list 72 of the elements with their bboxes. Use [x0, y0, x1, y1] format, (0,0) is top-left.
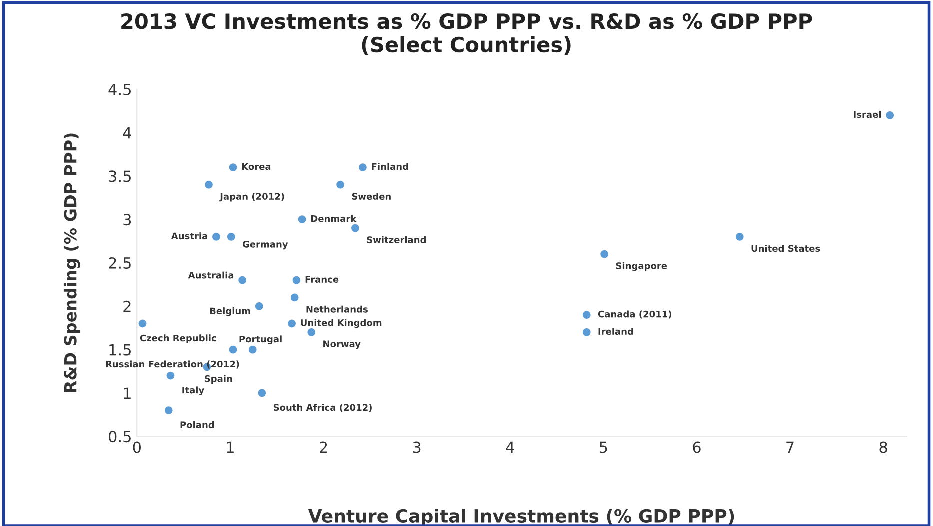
x-tick-label: 3: [413, 442, 421, 454]
y-axis-title: R&D Spending (% GDP PPP): [64, 134, 80, 392]
y-tick-label: 2: [124, 300, 131, 312]
annotation: Japan (2012): [220, 193, 284, 202]
point: [229, 164, 238, 172]
point: [298, 216, 306, 224]
y-tick-label: 0.5: [109, 431, 131, 443]
x-tick-label: 8: [880, 442, 888, 454]
point: [205, 180, 213, 189]
point: [290, 294, 299, 302]
annotation: Switzerland: [367, 236, 426, 244]
annotation: Italy: [182, 386, 204, 396]
annotation: Poland: [180, 421, 214, 428]
annotation: Denmark: [311, 215, 357, 222]
annotation: United States: [752, 245, 820, 252]
annotation: Singapore: [616, 262, 668, 272]
annotation: Israel: [854, 111, 881, 118]
annotation: Germany: [242, 241, 288, 250]
x-tick-label: 5: [600, 442, 608, 454]
annotation: Austria: [171, 232, 208, 240]
x-tick-label: 2: [320, 442, 328, 454]
point: [248, 346, 257, 354]
annotation: Norway: [324, 340, 361, 350]
point: [138, 320, 147, 328]
y-tick-label: 3.5: [109, 170, 131, 182]
annotation: Korea: [242, 163, 271, 170]
x-axis-title: Venture Capital Investments (% GDP PPP): [308, 509, 734, 526]
annotation: France: [306, 276, 339, 283]
y-tick-label: 1: [124, 388, 131, 399]
point: [600, 250, 609, 258]
annotation: Australia: [188, 272, 234, 279]
annotation: Belgium: [210, 308, 250, 316]
chart-title: 2013 VC Investments as % GDP PPP vs. R&D as % GDP PPP (Select Countries): [122, 14, 812, 56]
x-tick-label: 4: [506, 442, 514, 454]
point: [336, 180, 344, 189]
annotation: South Africa (2012): [274, 404, 372, 412]
y-tick-label: 4: [123, 127, 132, 139]
point: [164, 406, 173, 414]
point: [886, 112, 894, 120]
y-tick-label: 1.5: [110, 344, 131, 356]
annotation: Ireland: [598, 328, 634, 336]
annotation: Russian Federation (2012): [106, 360, 240, 369]
point: [212, 233, 220, 241]
point: [288, 320, 296, 328]
point: [255, 302, 264, 310]
point: [308, 328, 316, 336]
point: [582, 311, 591, 320]
point: [229, 346, 238, 354]
annotation: Sweden: [352, 193, 391, 200]
point: [258, 389, 266, 398]
point: [292, 276, 301, 284]
annotation: Finland: [372, 163, 408, 170]
annotation: Netherlands: [306, 306, 368, 313]
y-tick-label: 2.5: [109, 257, 131, 270]
y-tick-label: 3: [124, 214, 132, 226]
annotation: Portugal: [240, 336, 282, 344]
y-tick-label: 4.5: [108, 84, 131, 96]
annotation: United Kingdom: [301, 319, 382, 328]
point: [582, 328, 591, 336]
x-tick-label: 0: [133, 442, 141, 454]
annotation: Canada (2011): [598, 310, 672, 319]
point: [227, 233, 236, 241]
point: [352, 224, 360, 232]
annotation: Spain: [204, 375, 232, 384]
point: [166, 372, 175, 380]
point: [358, 164, 367, 172]
x-tick-label: 1: [227, 442, 234, 454]
x-tick-label: 6: [693, 442, 701, 454]
point: [238, 276, 247, 284]
annotation: Czech Republic: [140, 334, 216, 344]
x-tick-label: 7: [786, 442, 794, 454]
point: [736, 233, 744, 241]
